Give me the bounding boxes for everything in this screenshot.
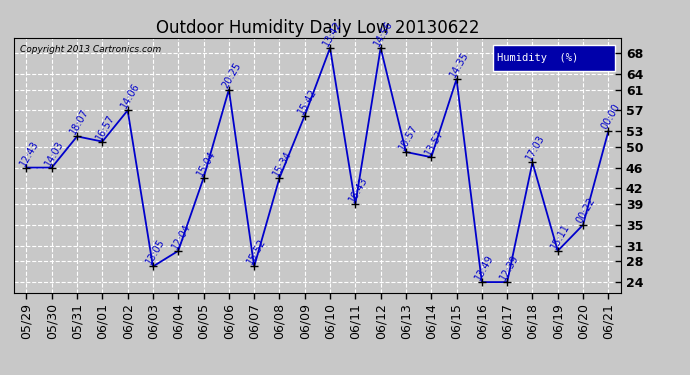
Text: 00:00: 00:00	[600, 102, 622, 131]
Text: Copyright 2013 Cartronics.com: Copyright 2013 Cartronics.com	[20, 45, 161, 54]
Text: 15:11: 15:11	[549, 222, 572, 251]
Text: 15:04: 15:04	[195, 149, 217, 178]
Text: 20:25: 20:25	[220, 60, 243, 90]
FancyBboxPatch shape	[493, 45, 615, 70]
Text: 15:34: 15:34	[270, 149, 293, 178]
Text: 14:35: 14:35	[448, 50, 471, 79]
Text: 16:57: 16:57	[94, 112, 117, 142]
Text: 12:43: 12:43	[18, 138, 41, 168]
Text: 17:03: 17:03	[524, 133, 546, 162]
Title: Outdoor Humidity Daily Low 20130622: Outdoor Humidity Daily Low 20130622	[156, 20, 479, 38]
Text: 13:05: 13:05	[144, 237, 167, 267]
Text: 00:22: 00:22	[574, 196, 597, 225]
Text: 14:56: 14:56	[372, 19, 395, 48]
Text: 12:04: 12:04	[170, 222, 193, 251]
Text: 14:03: 14:03	[43, 139, 66, 168]
Text: 15:42: 15:42	[296, 86, 319, 116]
Text: Humidity  (%): Humidity (%)	[497, 53, 578, 63]
Text: 13:49: 13:49	[473, 253, 495, 282]
Text: 15:52: 15:52	[246, 237, 268, 267]
Text: 12:39: 12:39	[498, 253, 521, 282]
Text: 13:57: 13:57	[422, 128, 445, 157]
Text: 10:57: 10:57	[397, 123, 420, 152]
Text: 13:42: 13:42	[322, 19, 344, 48]
Text: 14:06: 14:06	[119, 81, 141, 110]
Text: 16:43: 16:43	[346, 175, 369, 204]
Text: 18:07: 18:07	[68, 107, 91, 136]
